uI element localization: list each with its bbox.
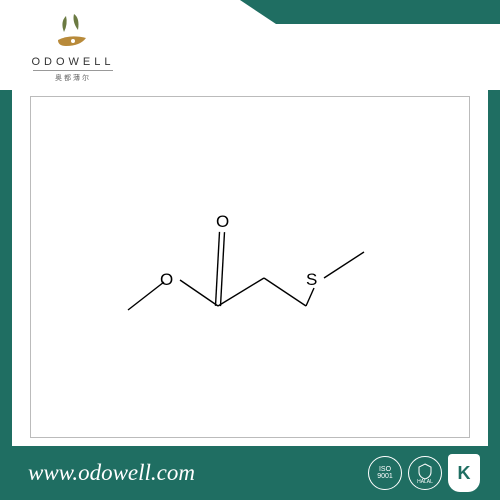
iso-line2: 9001: [377, 473, 393, 480]
logo-mark: [52, 12, 94, 54]
brand-subtitle: 奥都薄尔: [18, 73, 128, 83]
brand-divider: [33, 70, 113, 71]
iso-line1: ISO: [379, 466, 391, 473]
halal-badge: HALAL: [408, 456, 442, 490]
brand-logo: ODOWELL 奥都薄尔: [18, 12, 128, 83]
halal-text: HALAL: [417, 480, 433, 485]
certification-badges: ISO 9001 HALAL K: [368, 454, 480, 492]
footer: www.odowell.com ISO 9001 HALAL K: [0, 446, 500, 500]
kosher-badge: K: [448, 454, 480, 492]
kosher-symbol: K: [458, 463, 471, 484]
header-accent: [180, 0, 500, 90]
brand-name: ODOWELL: [18, 56, 128, 68]
website-url: www.odowell.com: [28, 460, 368, 486]
header: ODOWELL 奥都薄尔: [0, 0, 500, 90]
content-border: [30, 96, 470, 438]
iso-badge: ISO 9001: [368, 456, 402, 490]
